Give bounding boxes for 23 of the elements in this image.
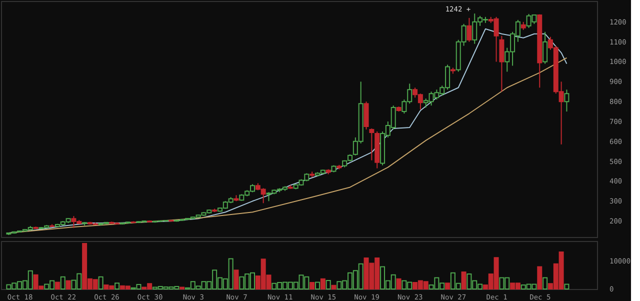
bar <box>54 282 60 290</box>
candlestick <box>564 89 570 112</box>
candlestick <box>369 128 374 161</box>
bar <box>331 284 336 290</box>
bar <box>542 277 548 290</box>
bar <box>114 282 120 290</box>
candlestick <box>364 101 369 130</box>
bar <box>234 270 239 290</box>
candlestick <box>466 17 472 42</box>
candlestick <box>542 31 548 64</box>
bar <box>461 272 466 290</box>
bar <box>60 276 66 290</box>
bar <box>98 276 104 290</box>
bar <box>564 284 570 290</box>
bar <box>326 280 331 290</box>
candlestick <box>499 35 504 92</box>
bar <box>66 280 71 290</box>
bar <box>537 266 542 290</box>
bar <box>445 282 450 290</box>
bar <box>315 282 320 290</box>
bar <box>320 278 326 290</box>
bar <box>396 278 402 290</box>
bar <box>310 282 315 290</box>
